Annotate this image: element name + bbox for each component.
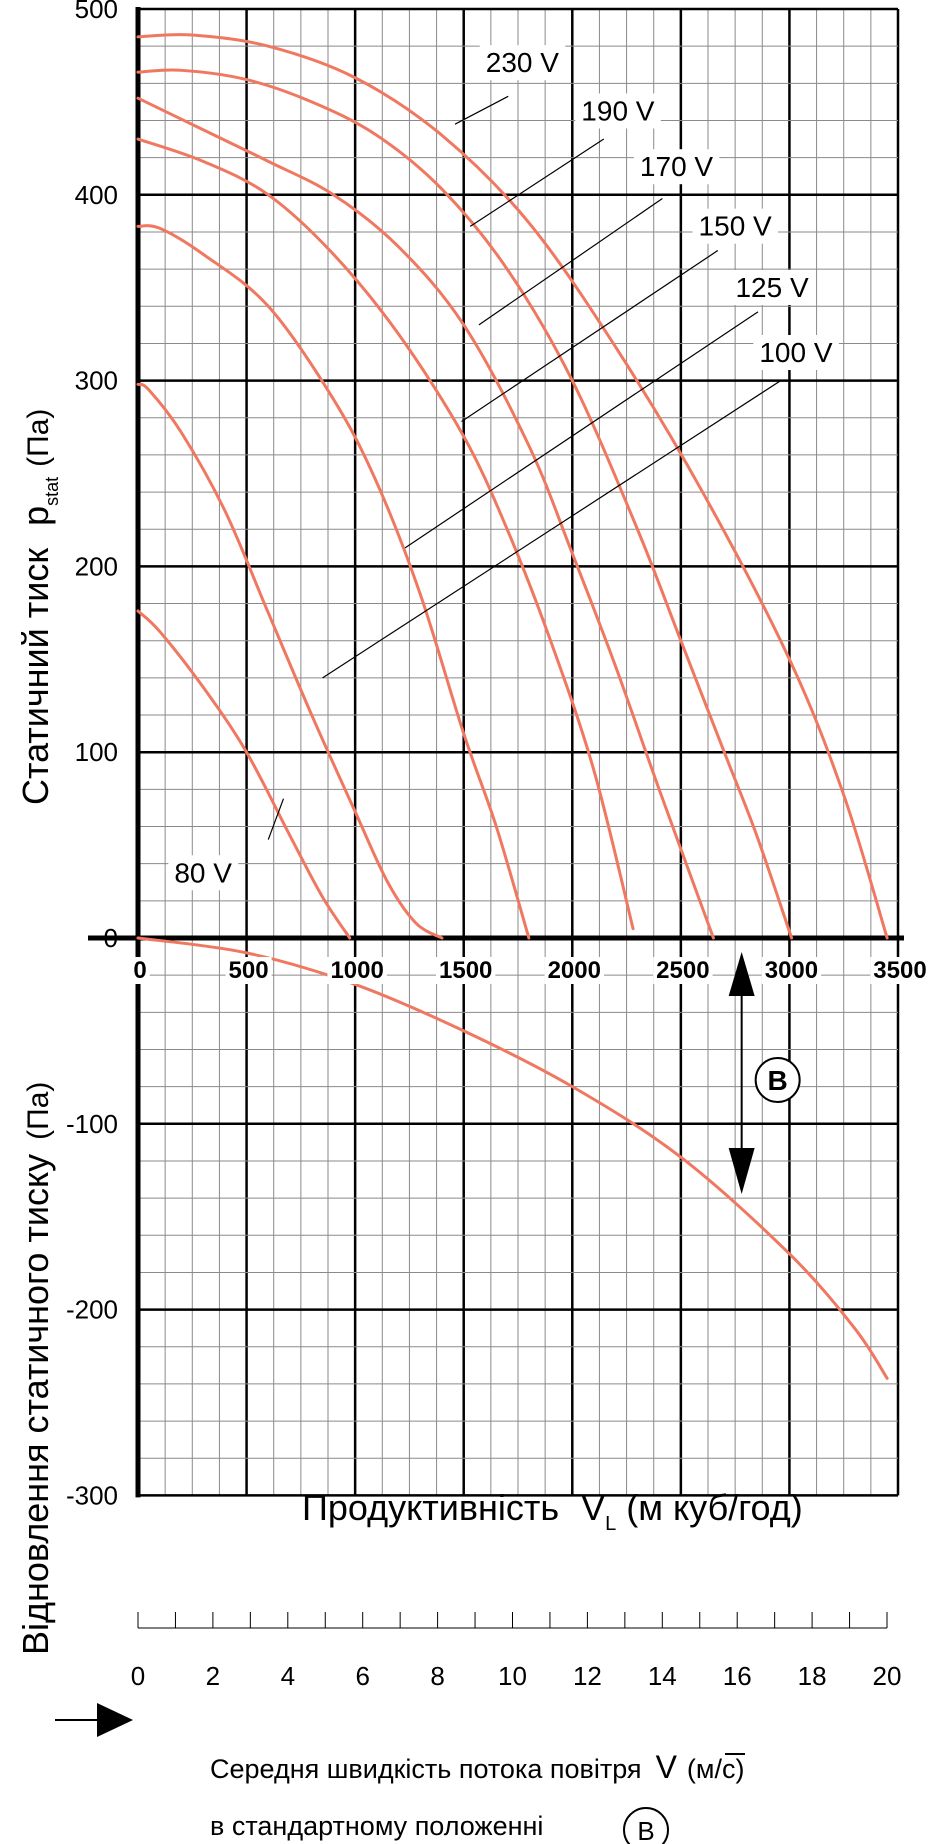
legend-arrow-head [97,1703,133,1737]
x-tick-label: 0 [133,957,146,984]
x-tick-label-bg [544,957,604,984]
velocity-tick-label: 16 [723,1661,752,1691]
y-tick-label: 500 [75,0,118,24]
x-tick-label-bg [761,957,822,984]
series-curve-230v [136,33,889,940]
y-tick-label: 300 [75,366,118,396]
series-label-125v: 125 V [735,272,808,303]
legend-note-line2: в стандартному положенні [210,1811,543,1841]
legend-note-circle-label: B [637,1816,654,1844]
y-tick-label: -300 [66,1480,118,1510]
y-upper-axis-title: Статичний тиск pstat (Па) [15,409,62,805]
marker-b-circle [754,1057,801,1103]
leader-line-100v [322,380,782,679]
legend-note-circle [623,1807,669,1844]
y-upper-axis-symbol-sub: stat [42,477,62,506]
series-curve-150v [136,137,635,931]
legend-note-line1: Середня швидкість потока повітря V (м/с) [210,1749,744,1785]
x-tick-label-bg [327,957,387,984]
x-tick-label-bg [436,957,496,984]
x-tick-label-bg [225,957,272,984]
series-label-150v: 150 V [699,211,772,242]
x-tick-label: 2000 [548,957,601,984]
y-tick-label: 0 [104,923,118,953]
y-upper-axis-symbol: p [15,506,56,526]
y-upper-axis-title-text: Статичний тиск [15,548,56,805]
x-axis-title-text: Продуктивність [302,1487,559,1528]
legend-note-symbol: V [656,1749,678,1785]
x-tick-label-bg [870,957,929,984]
x-tick-label: 1000 [330,957,383,984]
velocity-tick-label: 12 [573,1661,602,1691]
marker-b-up-arrow [728,952,755,996]
y-tick-label: 100 [75,737,118,767]
x-tick-label-bg [653,957,713,984]
series-label-100v: 100 V [759,337,832,368]
x-axis-unit: (м куб/год) [626,1487,802,1528]
series-label-bg-80v [168,855,239,891]
series-label-80v: 80 V [174,857,232,888]
series-label-bg-230v [479,45,566,81]
series-curve-100v [136,382,444,940]
series-label-190v: 190 V [581,95,654,126]
x-tick-label: 2500 [656,957,709,984]
chart-series [136,33,889,1380]
x-axis-title: Продуктивність VL (м куб/год) [302,1487,803,1535]
series-curve-80v [136,609,352,940]
leader-line-80v [267,798,285,840]
x-tick-label: 1500 [439,957,492,984]
series-label-bg-100v [753,335,839,371]
x-tick-label: 500 [229,957,269,984]
velocity-tick-label: 14 [648,1661,677,1691]
series-label-bg-150v [692,208,779,244]
velocity-tick-label: 8 [430,1661,444,1691]
leader-line-125v [404,311,759,549]
marker-b: B [728,952,801,1194]
velocity-tick-label: 2 [206,1661,220,1691]
velocity-tick-label: 6 [355,1661,369,1691]
velocity-tick-label: 18 [798,1661,827,1691]
velocity-axis: 0 2 4 6 8 10 12 14 16 18 20 [131,1612,902,1691]
legend-note-line1-text: Середня швидкість потока повітря [210,1754,642,1784]
marker-b-down-arrow [728,1148,755,1194]
series-label-230v: 230 V [486,47,559,78]
series-label-bg-170v [633,149,720,185]
velocity-tick-label: 4 [281,1661,295,1691]
x-tick-label: 3000 [765,957,818,984]
y-lower-axis-unit: (Па) [22,1082,55,1140]
leader-line-150v [461,250,719,422]
series-label-bg-190v [575,93,661,129]
y-tick-label: -100 [66,1109,118,1139]
y-tick-label: 400 [75,180,118,210]
leader-line-170v [478,198,663,326]
x-tick-label-bg [130,957,150,984]
series-curve-b [136,936,889,1380]
marker-b-label: B [768,1065,788,1096]
velocity-tick-label: 10 [498,1661,527,1691]
y-tick-label: 200 [75,551,118,581]
leader-line-230v [454,95,509,125]
chart-grid [88,7,904,1498]
y-upper-axis-unit: (Па) [22,409,55,467]
legend-note-unit: (м/с) [687,1754,745,1784]
series-label-170v: 170 V [640,151,713,182]
x-tick-label: 3500 [873,957,926,984]
leader-line-190v [469,138,605,227]
y-lower-axis-title: Відновлення статичного тиску (Па) [15,1082,56,1655]
series-curve-170v [136,96,715,940]
y-tick-label: -200 [66,1295,118,1325]
label-leaders: 230 V 190 V 170 V 150 V 125 V 100 V 80 V [168,45,839,891]
series-curve-190v [136,68,794,940]
velocity-tick-label: 0 [131,1661,145,1691]
x-axis-symbol-sub: L [605,1513,616,1535]
velocity-tick-label: 20 [873,1661,902,1691]
legend-note: Середня швидкість потока повітря V (м/с) в… [55,1703,745,1844]
x-axis-symbol: V [581,1487,605,1528]
series-curve-125v [136,224,531,940]
series-label-bg-125v [729,269,815,305]
y-lower-axis-title-text: Відновлення статичного тиску [15,1154,56,1655]
